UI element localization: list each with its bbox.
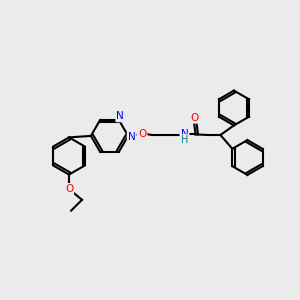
Text: N: N <box>128 132 136 142</box>
Text: H: H <box>181 135 188 145</box>
Text: N: N <box>116 111 124 121</box>
Text: O: O <box>65 184 73 194</box>
Text: O: O <box>138 129 146 139</box>
Text: N: N <box>181 129 188 139</box>
Text: O: O <box>190 112 199 123</box>
